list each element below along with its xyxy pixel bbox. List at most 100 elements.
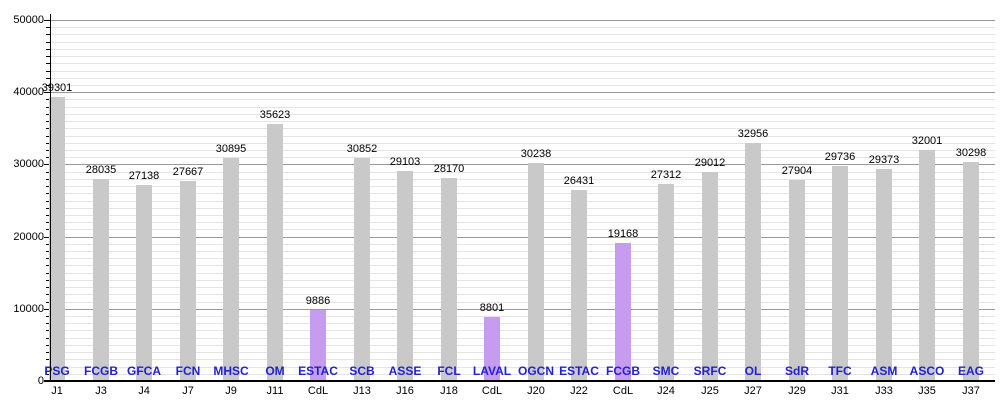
match-label: J33	[875, 385, 893, 397]
bar-value-label: 8801	[479, 302, 505, 314]
y-axis-line	[50, 14, 51, 382]
y-axis-tick-label: 30000	[13, 158, 44, 170]
minor-tick	[46, 316, 50, 317]
minor-tick	[46, 150, 50, 151]
bar-value-label: 32001	[911, 135, 943, 147]
team-label-GFCA[interactable]: GFCA	[127, 364, 161, 378]
minor-gridline	[50, 42, 995, 43]
minor-tick	[46, 186, 50, 187]
match-label: CdL	[481, 385, 503, 397]
minor-tick	[46, 114, 50, 115]
team-label-FCN[interactable]: FCN	[175, 364, 201, 378]
minor-gridline	[50, 208, 995, 209]
bar-ASCO-J35	[919, 150, 935, 381]
match-label: J24	[657, 385, 675, 397]
bar-ESTAC-J22	[571, 190, 587, 381]
minor-tick	[46, 273, 50, 274]
match-label: J20	[527, 385, 545, 397]
minor-gridline	[50, 71, 995, 72]
minor-gridline	[50, 143, 995, 144]
minor-tick	[46, 121, 50, 122]
match-label: CdL	[612, 385, 634, 397]
team-label-FCL[interactable]: FCL	[437, 364, 461, 378]
minor-gridline	[50, 136, 995, 137]
bar-SdR-J29	[789, 180, 805, 381]
bar-TFC-J31	[832, 166, 848, 381]
minor-tick	[46, 136, 50, 137]
minor-tick	[46, 258, 50, 259]
minor-gridline	[50, 157, 995, 158]
minor-gridline	[50, 121, 995, 122]
minor-tick	[46, 265, 50, 266]
match-label: J3	[95, 385, 107, 397]
minor-tick	[46, 302, 50, 303]
bar-OL-J27	[745, 143, 761, 381]
team-label-ESTAC[interactable]: ESTAC	[298, 364, 338, 378]
team-label-SMC[interactable]: SMC	[652, 364, 680, 378]
bar-value-label: 39301	[41, 82, 73, 94]
team-label-LAVAL[interactable]: LAVAL	[472, 364, 512, 378]
bar-value-label: 28035	[85, 164, 117, 176]
match-label: J29	[788, 385, 806, 397]
team-label-OL[interactable]: OL	[744, 364, 762, 378]
team-label-TFC[interactable]: TFC	[828, 364, 852, 378]
match-label: J22	[570, 385, 588, 397]
team-label-ASSE[interactable]: ASSE	[388, 364, 422, 378]
minor-gridline	[50, 244, 995, 245]
minor-gridline	[50, 85, 995, 86]
bar-SMC-J24	[658, 184, 674, 381]
team-label-ASM[interactable]: ASM	[870, 364, 898, 378]
bar-PSG-J1	[49, 97, 65, 381]
match-label: J37	[962, 385, 980, 397]
bar-value-label: 30298	[955, 147, 987, 159]
bar-SCB-J13	[354, 158, 370, 381]
bar-value-label: 27138	[128, 170, 160, 182]
team-label-MHSC[interactable]: MHSC	[213, 364, 249, 378]
bar-value-label: 30852	[346, 143, 378, 155]
bar-value-label: 26431	[563, 175, 595, 187]
y-axis-tick-label: 50000	[13, 14, 44, 26]
team-label-ESTAC[interactable]: ESTAC	[559, 364, 599, 378]
minor-gridline	[50, 201, 995, 202]
minor-tick	[46, 359, 50, 360]
team-label-SCB[interactable]: SCB	[349, 364, 375, 378]
minor-tick	[46, 201, 50, 202]
minor-gridline	[50, 345, 995, 346]
bar-value-label: 29012	[694, 157, 726, 169]
minor-tick	[46, 179, 50, 180]
minor-tick	[46, 330, 50, 331]
minor-tick	[46, 63, 50, 64]
match-label: J27	[744, 385, 762, 397]
minor-tick	[46, 157, 50, 158]
bar-SRFC-J25	[702, 172, 718, 381]
bar-value-label: 30238	[520, 148, 552, 160]
team-label-SRFC[interactable]: SRFC	[693, 364, 727, 378]
minor-gridline	[50, 258, 995, 259]
bar-ASM-J33	[876, 169, 892, 381]
minor-tick	[46, 49, 50, 50]
match-label: J1	[51, 385, 63, 397]
team-label-OGCN[interactable]: OGCN	[518, 364, 554, 378]
minor-gridline	[50, 359, 995, 360]
minor-gridline	[50, 222, 995, 223]
team-label-SdR[interactable]: SdR	[785, 364, 809, 378]
team-label-ASCO[interactable]: ASCO	[909, 364, 945, 378]
bar-value-label: 30895	[215, 143, 247, 155]
minor-tick	[46, 215, 50, 216]
match-label: J7	[182, 385, 194, 397]
minor-gridline	[50, 99, 995, 100]
minor-tick	[46, 172, 50, 173]
minor-tick	[46, 222, 50, 223]
minor-gridline	[50, 280, 995, 281]
bar-value-label: 29736	[824, 151, 856, 163]
team-label-FCGB[interactable]: FCGB	[606, 364, 640, 378]
match-label: J9	[225, 385, 237, 397]
team-label-OM[interactable]: OM	[265, 364, 285, 378]
minor-tick	[46, 42, 50, 43]
minor-tick	[46, 128, 50, 129]
team-label-FCGB[interactable]: FCGB	[84, 364, 118, 378]
major-gridline	[50, 20, 995, 21]
match-label: J31	[831, 385, 849, 397]
team-label-EAG[interactable]: EAG	[957, 364, 984, 378]
minor-tick	[46, 27, 50, 28]
